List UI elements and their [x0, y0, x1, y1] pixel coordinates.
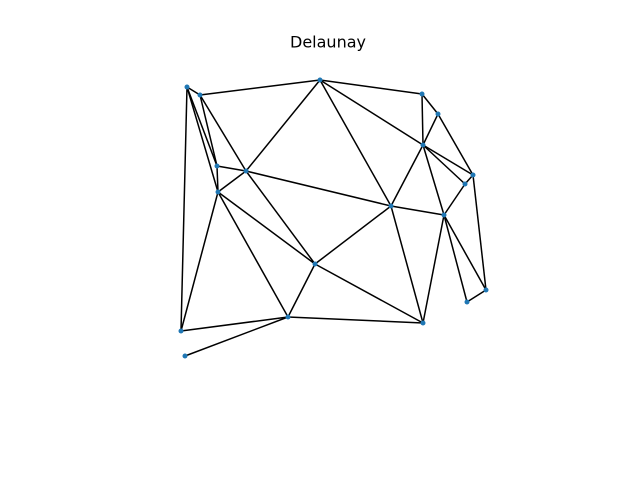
point: [197, 92, 203, 98]
point: [243, 168, 249, 174]
edge: [245, 170, 316, 265]
edge: [466, 289, 487, 303]
point: [419, 91, 425, 97]
edge: [422, 144, 466, 185]
edge: [390, 144, 424, 207]
point: [483, 287, 489, 293]
edge: [422, 144, 445, 216]
edge: [421, 93, 424, 146]
point: [435, 111, 441, 117]
edge: [184, 316, 289, 357]
point: [464, 299, 470, 305]
point: [470, 172, 476, 178]
edge: [217, 170, 247, 193]
edge: [287, 263, 316, 318]
point: [184, 84, 190, 90]
edge: [314, 205, 392, 265]
edge: [390, 205, 445, 216]
point: [441, 212, 447, 218]
edge: [319, 79, 423, 95]
point: [215, 189, 221, 195]
edge: [245, 79, 321, 172]
edge: [186, 86, 218, 167]
edge: [443, 214, 487, 291]
edge: [186, 86, 219, 193]
edge: [390, 205, 424, 324]
edge: [217, 191, 289, 318]
point: [388, 203, 394, 209]
edge: [186, 86, 201, 96]
point: [420, 320, 426, 326]
edge: [443, 214, 468, 303]
edge: [180, 86, 188, 332]
edge: [180, 191, 219, 332]
edge: [216, 165, 247, 172]
edge: [199, 79, 321, 96]
point: [312, 261, 318, 267]
point: [214, 163, 220, 169]
point: [178, 328, 184, 334]
chart-title: Delaunay: [290, 33, 366, 52]
edge: [314, 263, 424, 324]
point: [317, 77, 323, 83]
edge: [199, 94, 218, 167]
edge: [422, 144, 474, 176]
edge: [472, 174, 487, 291]
edge: [319, 79, 424, 146]
point: [182, 353, 188, 359]
edge: [422, 214, 445, 324]
edge: [216, 165, 219, 193]
point: [462, 181, 468, 187]
edge: [319, 79, 392, 207]
point: [420, 142, 426, 148]
edge: [180, 316, 289, 332]
edge: [443, 183, 466, 216]
edge: [287, 316, 424, 324]
edge: [422, 113, 439, 146]
edge: [199, 94, 247, 172]
edge: [437, 113, 474, 176]
edge: [245, 170, 392, 207]
edge: [421, 93, 439, 115]
point: [285, 314, 291, 320]
edge: [217, 191, 316, 265]
